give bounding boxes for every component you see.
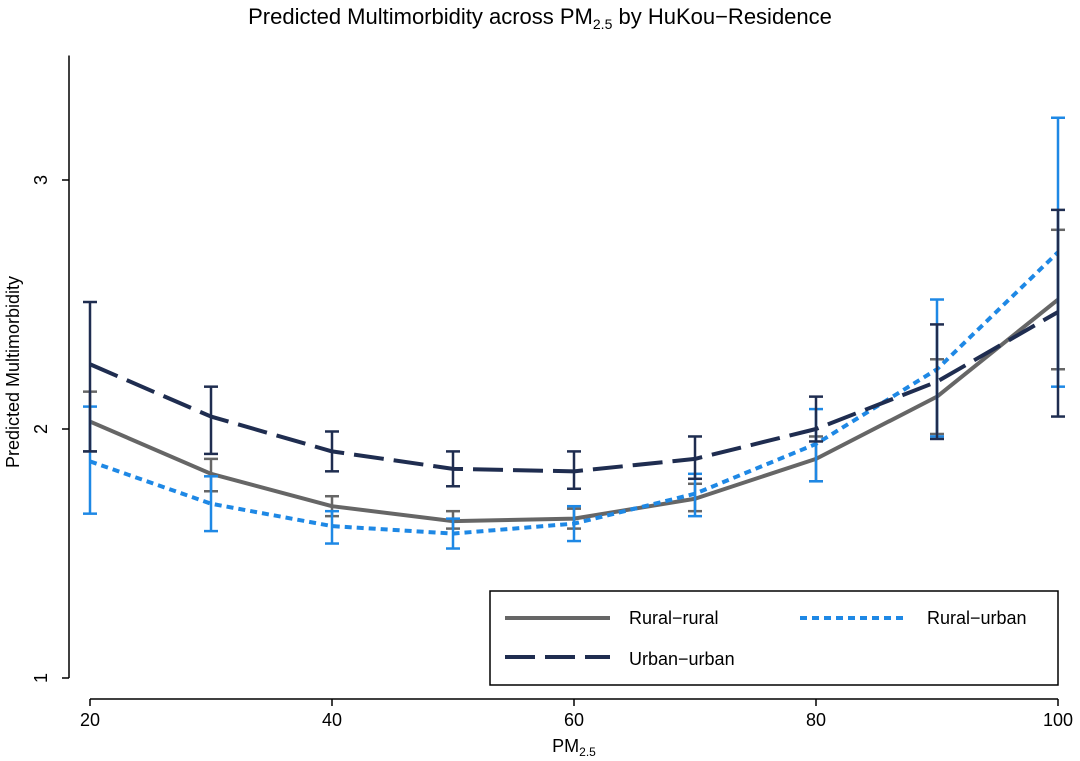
series-layer: [83, 116, 1065, 550]
line-urban-urban: [89, 310, 1059, 474]
x-tick-label: 40: [322, 710, 342, 730]
y-axis: 1 2 3: [31, 55, 70, 683]
legend-label-urban-urban: Urban−urban: [629, 649, 735, 669]
x-tick-label: 60: [564, 710, 584, 730]
legend-box: [489, 590, 1059, 686]
chart-title-tail: by HuKou−Residence: [612, 4, 832, 29]
x-axis-label-subscript: 2.5: [579, 745, 596, 759]
chart-title: Predicted Multimorbidity across PM2.5 by…: [248, 4, 832, 32]
x-axis: 20 40 60 80 100: [80, 698, 1073, 730]
x-tick-label: 80: [806, 710, 826, 730]
chart-title-main: Predicted Multimorbidity across PM: [248, 4, 593, 29]
y-tick-label: 1: [31, 673, 51, 683]
legend: Rural−rural Rural−urban Urban−urban: [489, 590, 1059, 686]
legend-label-rural-urban: Rural−urban: [927, 608, 1027, 628]
y-axis-label: Predicted Multimorbidity: [3, 276, 23, 468]
y-tick-label: 3: [31, 175, 51, 185]
series-urban-urban: [83, 208, 1065, 491]
x-axis-label: PM2.5: [552, 736, 596, 759]
x-tick-label: 20: [80, 710, 100, 730]
y-tick-label: 2: [31, 424, 51, 434]
chart-title-subscript: 2.5: [593, 16, 613, 32]
legend-label-rural-rural: Rural−rural: [629, 608, 719, 628]
x-axis-label-main: PM: [552, 736, 579, 756]
x-tick-label: 100: [1043, 710, 1073, 730]
line-rural-urban: [89, 250, 1060, 536]
